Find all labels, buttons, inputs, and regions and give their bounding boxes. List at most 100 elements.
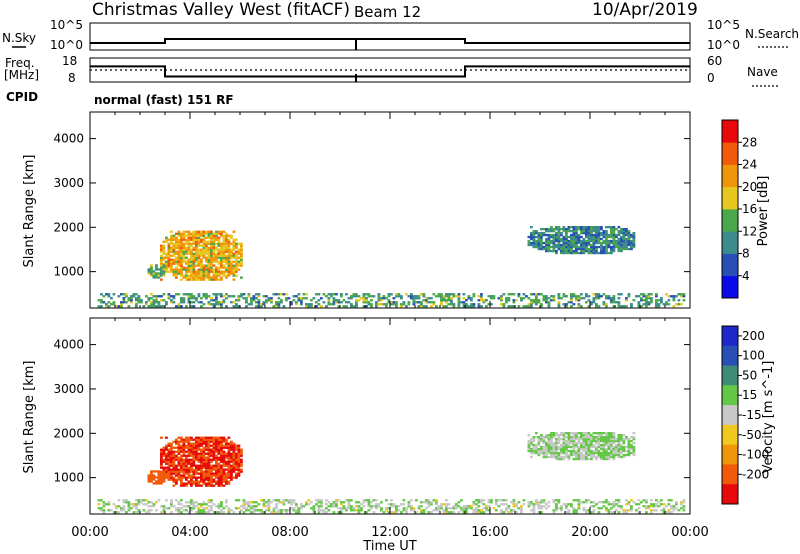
echo-cell xyxy=(190,482,193,485)
echo-cell xyxy=(237,295,241,298)
echo-cell xyxy=(252,501,256,504)
echo-cell xyxy=(117,499,121,502)
echo-cell xyxy=(227,442,231,445)
echo-cell xyxy=(207,260,211,263)
echo-cell xyxy=(200,509,203,512)
echo-cell xyxy=(225,452,228,455)
echo-cell xyxy=(180,252,183,255)
echo-cell xyxy=(170,442,173,445)
echo-cell xyxy=(202,440,206,443)
echo-cell xyxy=(197,456,201,459)
echo-cell xyxy=(612,295,616,298)
echo-cell xyxy=(200,448,203,451)
echo-cell xyxy=(367,505,371,508)
echo-cell xyxy=(200,464,203,467)
echo-cell xyxy=(200,470,203,473)
echo-cell xyxy=(260,511,263,514)
echo-cell xyxy=(632,501,636,504)
echo-cell xyxy=(545,445,548,449)
echo-cell xyxy=(445,299,448,302)
echo-cell xyxy=(207,278,211,281)
echo-cell xyxy=(185,478,188,481)
echo-cell xyxy=(180,484,183,487)
echo-cell xyxy=(202,234,206,237)
echo-cell xyxy=(507,511,511,514)
echo-cell xyxy=(477,295,481,298)
echo-cell xyxy=(202,268,206,271)
echo-cell xyxy=(217,452,221,455)
echo-cell xyxy=(530,241,533,245)
echo-cell xyxy=(177,293,181,296)
echo-cell xyxy=(125,295,128,298)
velocity-echo-cells xyxy=(97,432,686,514)
echo-cell xyxy=(222,464,226,467)
echo-cell xyxy=(217,438,221,441)
echo-cell xyxy=(542,245,546,249)
echo-cell xyxy=(457,301,461,304)
echo-cell xyxy=(242,501,246,504)
echo-cell xyxy=(590,505,593,508)
echo-cell xyxy=(635,509,638,512)
echo-cell xyxy=(200,234,203,237)
echo-cell xyxy=(157,268,161,271)
echo-cell xyxy=(570,503,573,506)
echo-cell xyxy=(300,299,303,302)
echo-cell xyxy=(145,301,148,304)
echo-cell xyxy=(252,297,256,300)
echo-cell xyxy=(572,293,576,296)
echo-cell xyxy=(192,268,196,271)
echo-cell xyxy=(592,249,596,253)
echo-cell xyxy=(262,511,266,514)
echo-cell xyxy=(350,295,353,298)
echo-cell xyxy=(212,270,216,273)
echo-cell xyxy=(310,305,313,308)
echo-cell xyxy=(202,295,206,298)
echo-cell xyxy=(202,501,206,504)
echo-cell xyxy=(547,239,551,243)
echo-cell xyxy=(630,499,633,502)
echo-cell xyxy=(445,509,448,512)
colorbar-segment xyxy=(722,186,738,210)
echo-cell xyxy=(215,295,218,298)
echo-cell xyxy=(230,301,233,304)
echo-cell xyxy=(572,245,576,249)
echo-cell xyxy=(245,305,248,308)
echo-cell xyxy=(357,501,361,504)
echo-cell xyxy=(217,272,221,275)
echo-cell xyxy=(327,303,331,306)
echo-cell xyxy=(582,297,586,300)
echo-cell xyxy=(202,232,206,235)
echo-cell xyxy=(125,293,128,296)
echo-cell xyxy=(235,262,238,265)
echo-cell xyxy=(617,445,621,449)
echo-cell xyxy=(222,248,226,251)
echo-cell xyxy=(285,297,288,300)
echo-cell xyxy=(150,293,153,296)
echo-cell xyxy=(265,509,268,512)
echo-cell xyxy=(227,270,231,273)
echo-cell xyxy=(570,239,573,243)
echo-cell xyxy=(617,455,621,459)
echo-cell xyxy=(232,278,236,281)
echo-cell xyxy=(447,293,451,296)
echo-cell xyxy=(562,239,566,243)
echo-cell xyxy=(285,499,288,502)
echo-cell xyxy=(630,239,633,243)
echo-cell xyxy=(275,301,278,304)
echo-cell xyxy=(540,511,543,514)
echo-cell xyxy=(560,232,563,235)
echo-cell xyxy=(197,466,201,469)
echo-cell xyxy=(195,299,198,302)
echo-cell xyxy=(197,274,201,277)
echo-cell xyxy=(575,230,578,233)
echo-cell xyxy=(640,501,643,504)
echo-cell xyxy=(585,509,588,512)
echo-cell xyxy=(460,499,463,502)
echo-cell xyxy=(240,242,243,245)
echo-cell xyxy=(150,472,153,475)
echo-cell xyxy=(627,235,631,239)
echo-cell xyxy=(177,478,181,481)
echo-cell xyxy=(277,301,281,304)
echo-cell xyxy=(575,245,578,249)
echo-cell xyxy=(240,254,243,257)
